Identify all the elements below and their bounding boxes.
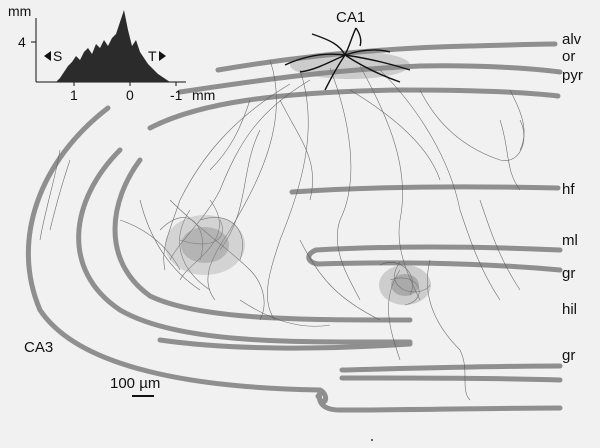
label-gr-lower: gr (562, 347, 575, 364)
band-fissure-straight (289, 184, 561, 195)
histogram-shape (56, 10, 170, 82)
speck (371, 439, 373, 441)
inset-y-unit: mm (8, 3, 31, 19)
inset-x-tick-1: 1 (70, 87, 78, 103)
inset-histogram: mm 4 S T 1 0 -1 mm (8, 3, 215, 103)
ca1-dendrites (284, 27, 411, 91)
scale-bar-label: 100 µm (110, 375, 160, 392)
label-or: or (562, 48, 575, 65)
arbor-cluster-right (379, 265, 431, 305)
band-alveus (215, 41, 558, 73)
band-pyramidal (177, 63, 563, 95)
axon-arbors (39, 59, 525, 401)
arrow-left-icon (44, 51, 51, 61)
inset-x-unit: mm (192, 87, 215, 103)
band-hilus-curve (112, 157, 413, 323)
label-ml: ml (562, 232, 578, 249)
inset-left-dir: S (53, 48, 62, 64)
inset-right-dir: T (148, 48, 157, 64)
band-granule-lower (339, 363, 563, 373)
band-molecular-inner (313, 244, 563, 253)
scale-bar: 100 µm (110, 375, 160, 397)
label-ca1: CA1 (336, 9, 365, 26)
label-gr-upper: gr (562, 265, 575, 282)
band-hippocampal-fissure (147, 87, 561, 131)
arbor-cluster-ca1 (290, 51, 410, 79)
band-granule-lower-2 (339, 375, 563, 383)
label-hil: hil (562, 301, 577, 318)
band-ca3-outer (25, 105, 329, 405)
inset-y-tick: 4 (18, 34, 26, 50)
band-ca3-inner (157, 337, 413, 351)
label-pyr: pyr (562, 67, 583, 84)
inset-x-tick-3: -1 (170, 87, 183, 103)
arrow-right-icon (159, 51, 166, 61)
band-molecular-hook (306, 247, 563, 273)
arbor-cluster-left (165, 215, 245, 275)
layer-bands (25, 41, 563, 413)
label-ca3: CA3 (24, 339, 53, 356)
label-hf: hf (562, 181, 575, 198)
label-alv: alv (562, 31, 582, 48)
band-outer-curve (76, 147, 413, 345)
band-bottom (316, 389, 563, 413)
inset-x-tick-2: 0 (126, 87, 134, 103)
